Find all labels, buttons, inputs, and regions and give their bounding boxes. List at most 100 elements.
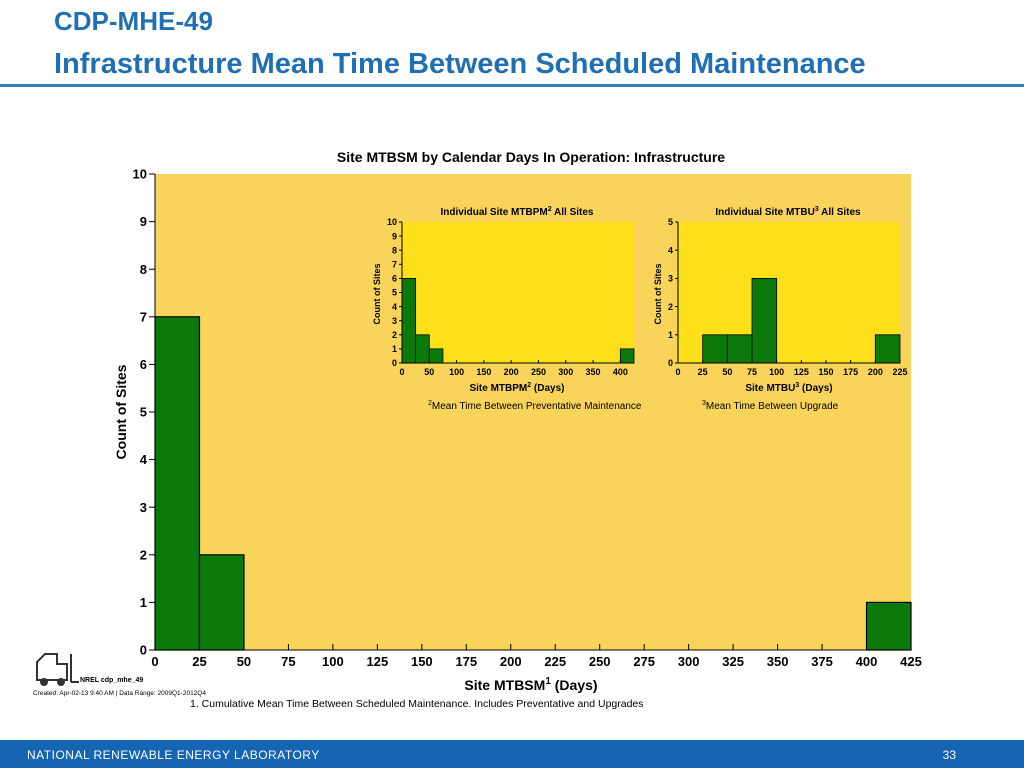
main-x-tick-label: 425 bbox=[900, 654, 922, 669]
main-bars bbox=[154, 316, 912, 651]
inset-mtbpm-note: 2Mean Time Between Preventative Maintena… bbox=[428, 400, 642, 412]
inset-mtbpm-x-tick-label: 150 bbox=[476, 367, 491, 377]
inset-mtbu-x-tick-label: 150 bbox=[818, 367, 833, 377]
inset-mtbpm-x-tick-label: 250 bbox=[531, 367, 546, 377]
inset-mtbpm-y-label: Count of Sites bbox=[372, 264, 382, 325]
inset-mtbpm-y-tick-label: 3 bbox=[392, 316, 397, 326]
inset-mtbpm-chart: Individual Site MTBPM2 All Sites 0 1 2 3 4 5 6… bbox=[372, 206, 642, 412]
title-divider bbox=[0, 84, 1024, 87]
inset-mtbu-bar bbox=[702, 334, 728, 364]
inset-mtbpm-plot-background bbox=[402, 222, 634, 363]
logo-label: NREL cdp_mhe_49 bbox=[80, 677, 143, 684]
main-x-tick-label: 300 bbox=[678, 654, 700, 669]
inset-mtbu-y-tick-label: 4 bbox=[668, 245, 673, 255]
inset-mtbpm-x-tick-label: 0 bbox=[399, 367, 404, 377]
main-x-tick-label: 175 bbox=[455, 654, 477, 669]
inset-mtbu-x-tick-label: 50 bbox=[722, 367, 732, 377]
main-y-label: Count of Sites bbox=[113, 364, 129, 459]
main-bar bbox=[198, 554, 245, 651]
main-x-tick-label: 150 bbox=[411, 654, 433, 669]
main-y-tick-label: 2 bbox=[140, 547, 147, 562]
main-y-tick-label: 1 bbox=[140, 595, 147, 610]
main-y-tick-label: 10 bbox=[133, 167, 147, 182]
inset-mtbu-x-tick-label: 125 bbox=[794, 367, 809, 377]
inset-mtbpm-bar bbox=[428, 348, 444, 364]
page-number: 33 bbox=[942, 748, 956, 762]
inset-mtbpm-y-axis: 0 1 2 3 4 5 6 7 8 9 10 bbox=[387, 217, 403, 368]
inset-mtbu-x-tick-label: 225 bbox=[892, 367, 907, 377]
inset-mtbu-chart: Individual Site MTBU3 All Sites 0 1 2 3 4 5 0… bbox=[653, 206, 908, 412]
inset-mtbu-x-label: Site MTBU3 (Days) bbox=[745, 382, 832, 394]
main-x-tick-label: 275 bbox=[633, 654, 655, 669]
main-y-tick-label: 8 bbox=[140, 262, 147, 277]
inset-mtbpm-y-tick-label: 6 bbox=[392, 274, 397, 284]
inset-mtbu-x-tick-label: 175 bbox=[843, 367, 858, 377]
main-x-tick-label: 0 bbox=[151, 654, 158, 669]
main-x-axis: 0 25 50 75 100 125 150 175 200 225 250 275 300 325 350… bbox=[151, 644, 922, 669]
inset-mtbu-y-tick-label: 0 bbox=[668, 358, 673, 368]
main-x-tick-label: 75 bbox=[281, 654, 295, 669]
inset-mtbu-bar bbox=[726, 334, 753, 364]
inset-mtbpm-bars bbox=[401, 277, 635, 364]
footnote: 1. Cumulative Mean Time Between Schedule… bbox=[190, 698, 644, 710]
inset-mtbu-title: Individual Site MTBU3 All Sites bbox=[715, 206, 861, 218]
footer-bar: NATIONAL RENEWABLE ENERGY LABORATORY 33 bbox=[0, 740, 1024, 768]
inset-mtbu-x-tick-label: 200 bbox=[868, 367, 883, 377]
inset-mtbpm-y-tick-label: 4 bbox=[392, 302, 397, 312]
inset-mtbu-x-axis: 0 25 50 75 100 125 150 175 200 225 bbox=[675, 360, 908, 377]
inset-mtbpm-x-tick-label: 100 bbox=[449, 367, 464, 377]
inset-mtbpm-x-tick-label: 350 bbox=[586, 367, 601, 377]
created-info: Created: Apr-02-13 9:40 AM | Data Range:… bbox=[33, 690, 206, 697]
main-bar bbox=[865, 601, 912, 651]
main-x-tick-label: 375 bbox=[811, 654, 833, 669]
inset-mtbpm-x-tick-label: 300 bbox=[558, 367, 573, 377]
inset-mtbpm-x-label: Site MTBPM2 (Days) bbox=[469, 382, 564, 394]
main-y-tick-label: 5 bbox=[140, 405, 147, 420]
inset-mtbu-x-tick-label: 25 bbox=[698, 367, 708, 377]
inset-mtbpm-y-tick-label: 0 bbox=[392, 358, 397, 368]
inset-mtbpm-y-tick-label: 2 bbox=[392, 330, 397, 340]
inset-mtbu-y-tick-label: 3 bbox=[668, 274, 673, 284]
inset-mtbpm-x-tick-label: 400 bbox=[613, 367, 628, 377]
inset-mtbu-y-tick-label: 1 bbox=[668, 330, 673, 340]
inset-mtbu-x-tick-label: 75 bbox=[747, 367, 757, 377]
inset-mtbu-x-tick-label: 0 bbox=[675, 367, 680, 377]
main-x-tick-label: 225 bbox=[544, 654, 566, 669]
inset-mtbu-y-tick-label: 5 bbox=[668, 217, 673, 227]
inset-mtbpm-bar bbox=[415, 334, 430, 364]
inset-mtbpm-y-tick-label: 5 bbox=[392, 288, 397, 298]
inset-mtbu-y-axis: 0 1 2 3 4 5 bbox=[668, 217, 679, 368]
inset-mtbpm-x-tick-label: 50 bbox=[424, 367, 434, 377]
inset-mtbpm-bar bbox=[619, 348, 635, 364]
inset-mtbpm-y-tick-label: 8 bbox=[392, 245, 397, 255]
inset-mtbpm-y-tick-label: 10 bbox=[387, 217, 397, 227]
inset-mtbpm-bar bbox=[401, 277, 417, 364]
inset-mtbu-y-tick-label: 2 bbox=[668, 302, 673, 312]
main-x-tick-label: 325 bbox=[722, 654, 744, 669]
inset-mtbpm-y-tick-label: 1 bbox=[392, 344, 397, 354]
main-y-tick-label: 3 bbox=[140, 500, 147, 515]
main-x-tick-label: 25 bbox=[192, 654, 206, 669]
inset-mtbu-x-tick-label: 100 bbox=[769, 367, 784, 377]
main-x-tick-label: 400 bbox=[856, 654, 878, 669]
inset-mtbu-bar bbox=[751, 277, 778, 364]
inset-mtbu-bar bbox=[874, 334, 901, 364]
inset-mtbpm-title: Individual Site MTBPM2 All Sites bbox=[440, 206, 593, 218]
main-x-tick-label: 100 bbox=[322, 654, 344, 669]
inset-mtbu-note: 3Mean Time Between Upgrade bbox=[702, 400, 839, 412]
inset-mtbu-y-label: Count of Sites bbox=[653, 264, 663, 325]
main-y-tick-label: 4 bbox=[140, 452, 148, 467]
slide-subtitle: Infrastructure Mean Time Between Schedul… bbox=[54, 48, 866, 80]
forklift-logo-icon bbox=[36, 653, 79, 686]
main-x-tick-label: 50 bbox=[237, 654, 251, 669]
main-y-axis: 0 1 2 3 4 5 6 7 8 9 10 bbox=[133, 167, 156, 658]
main-x-tick-label: 350 bbox=[767, 654, 789, 669]
main-x-tick-label: 125 bbox=[367, 654, 389, 669]
main-y-tick-label: 9 bbox=[140, 214, 147, 229]
inset-mtbpm-y-tick-label: 7 bbox=[392, 259, 397, 269]
main-chart-title: Site MTBSM by Calendar Days In Operation… bbox=[337, 149, 725, 165]
inset-mtbpm-x-tick-label: 200 bbox=[504, 367, 519, 377]
inset-mtbpm-y-tick-label: 9 bbox=[392, 231, 397, 241]
main-y-tick-label: 6 bbox=[140, 357, 147, 372]
inset-mtbpm-x-axis: 0 50 100 150 200 250 300 350 400 bbox=[399, 360, 634, 377]
